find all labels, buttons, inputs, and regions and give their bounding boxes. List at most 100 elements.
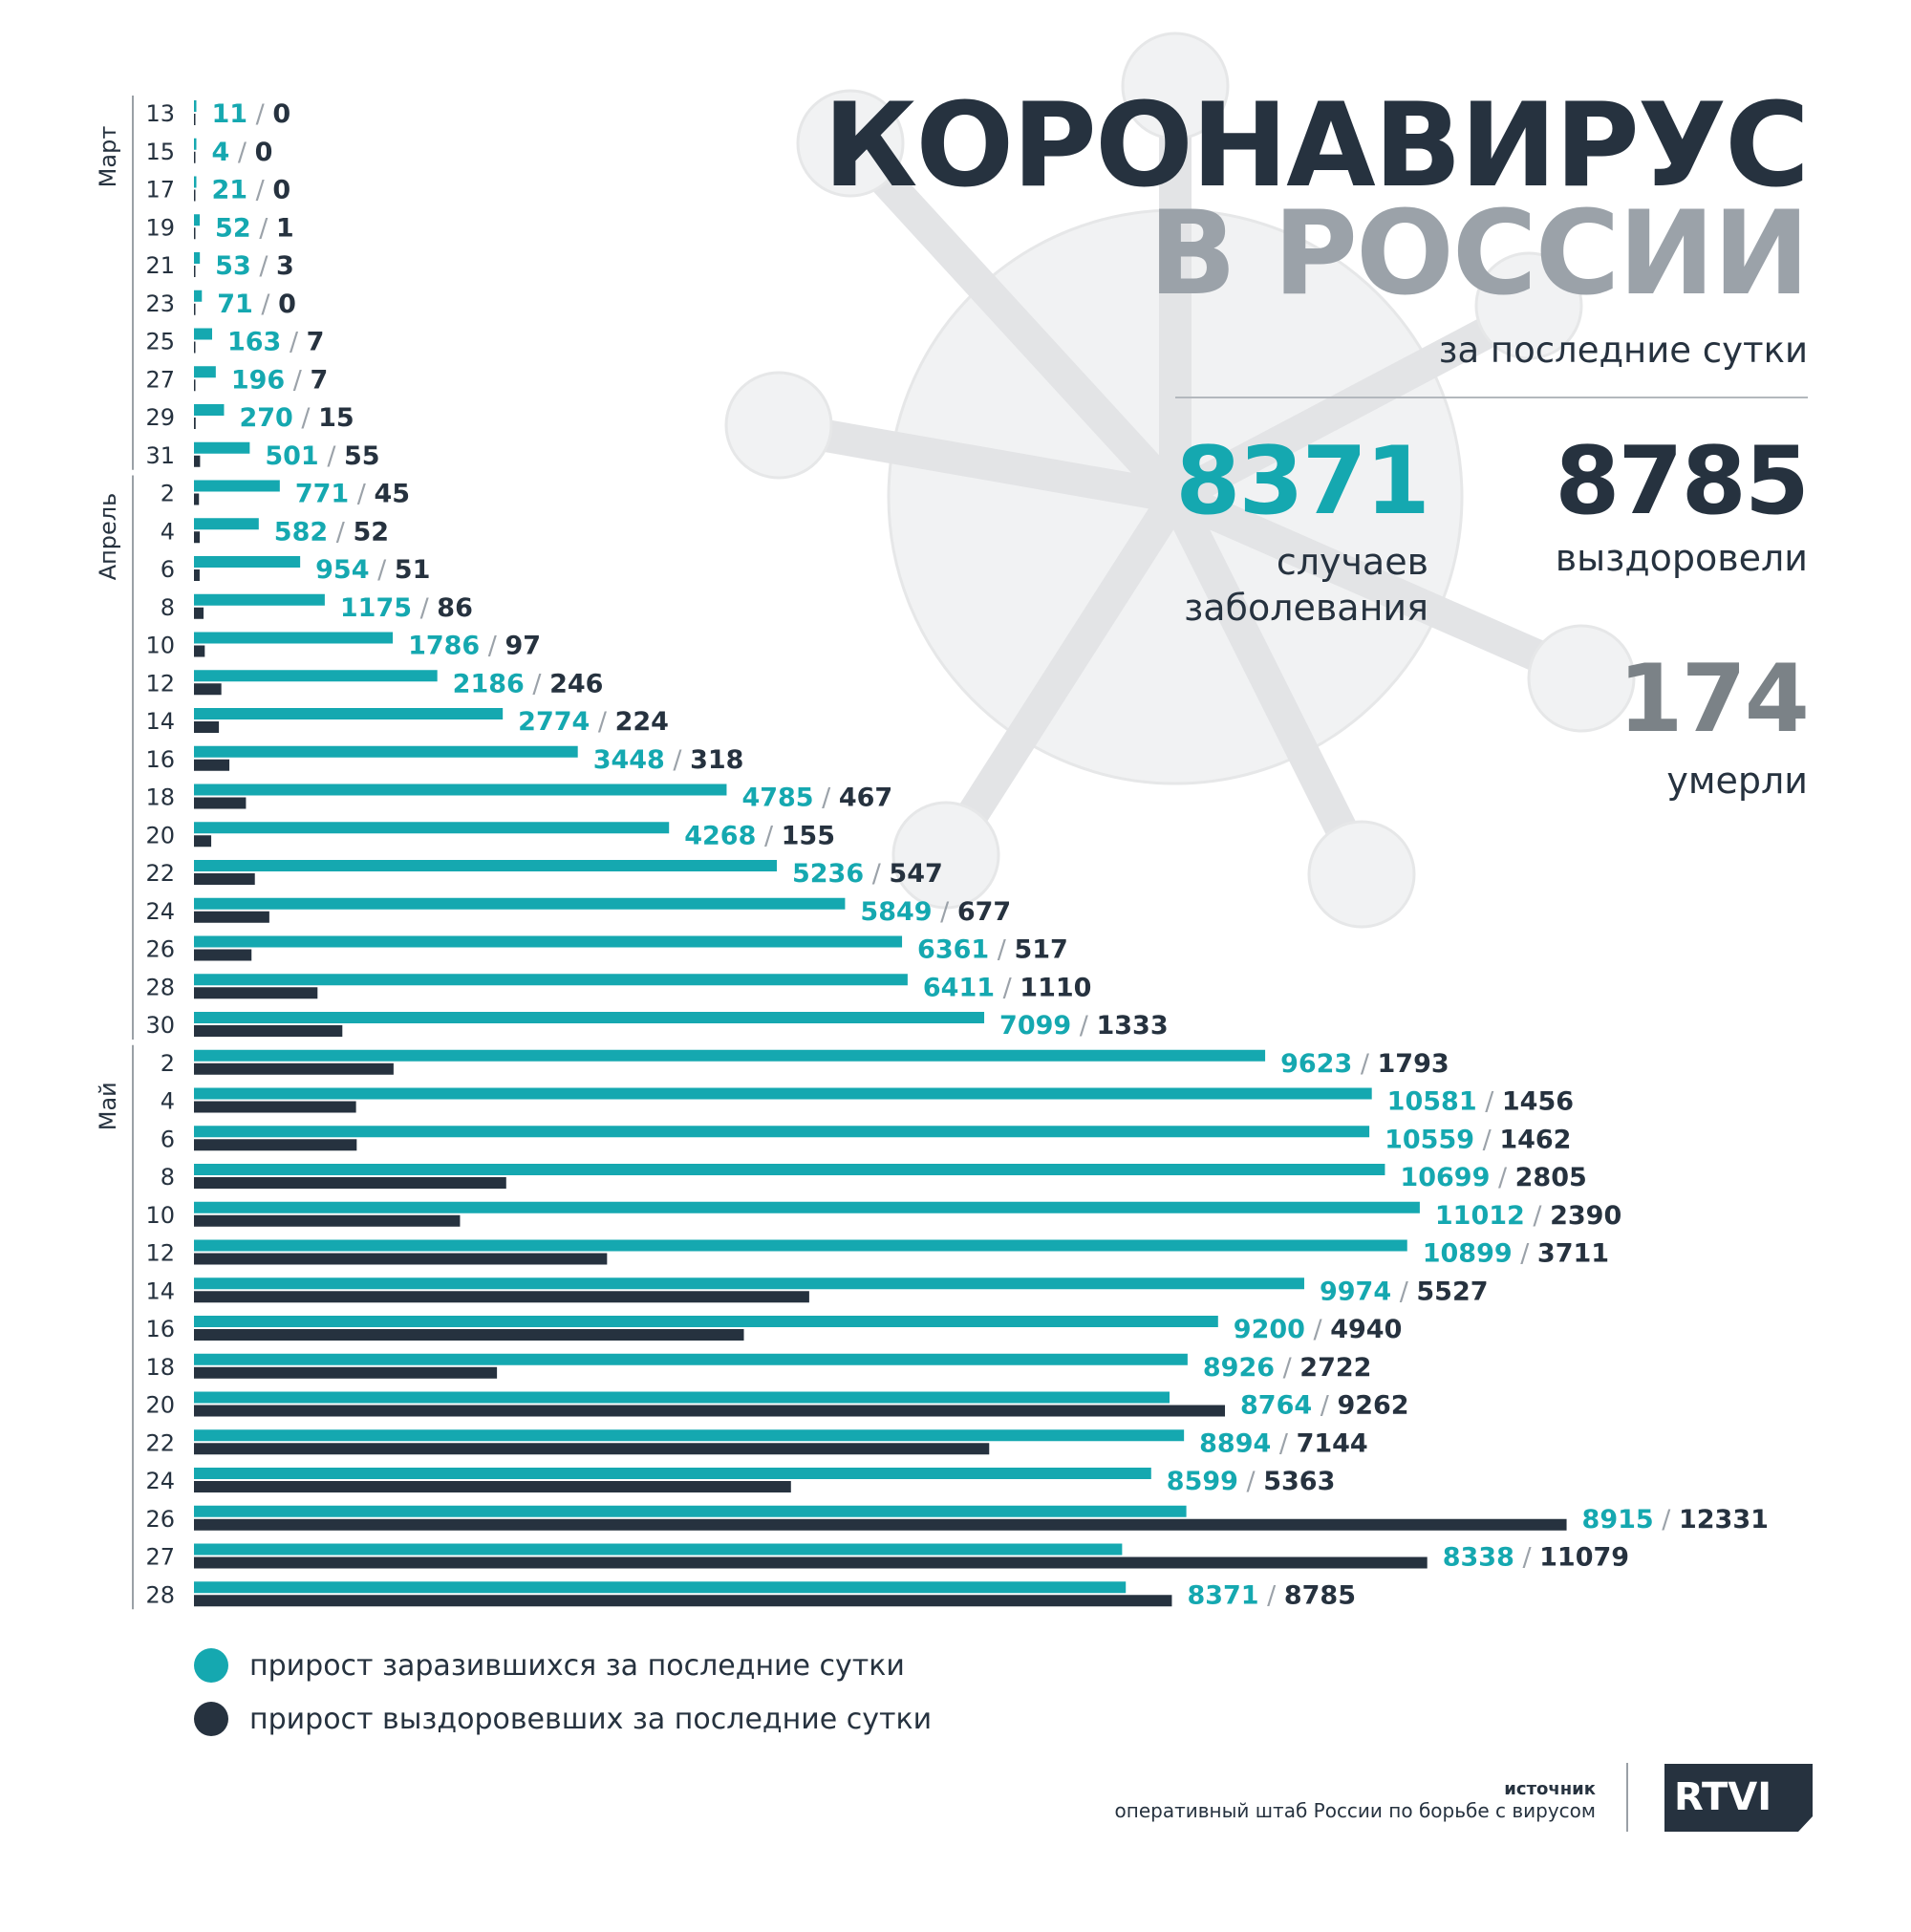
data-label-recovered: 318 (690, 745, 743, 775)
data-label-infected: 501 (265, 441, 318, 471)
bar-recovered (194, 911, 269, 923)
day-tick-label: 12 (145, 670, 175, 697)
data-label-recovered: 0 (272, 99, 290, 129)
data-label-infected: 3448 (593, 745, 665, 775)
bar-infected (194, 1391, 1170, 1404)
cases-label-line-1: случаев (1276, 541, 1428, 583)
data-label-recovered: 547 (889, 859, 942, 889)
data-label-separator: / (328, 517, 353, 547)
data-label-recovered: 246 (549, 669, 603, 698)
data-label-separator: / (1474, 1125, 1499, 1154)
bar-infected (194, 1316, 1218, 1327)
day-tick-label: 28 (145, 1581, 175, 1608)
data-label-infected: 4785 (741, 784, 813, 813)
bar-recovered (194, 759, 230, 771)
data-label-infected: 6361 (917, 935, 989, 965)
bar-infected (194, 1505, 1187, 1517)
bar-infected (194, 593, 325, 606)
cases-label: случаев заболевания (1123, 539, 1428, 631)
data-label-infected: 11 (212, 99, 248, 129)
data-label: 21 / 0 (212, 176, 291, 205)
bar-recovered (194, 303, 196, 315)
day-tick-label: 22 (145, 860, 175, 887)
bar-recovered (194, 1556, 1428, 1569)
data-label: 8599 / 5363 (1167, 1467, 1336, 1496)
bar-infected (194, 1277, 1304, 1290)
bar-infected (194, 1164, 1385, 1175)
recovered-label: выздоровели (1555, 537, 1808, 579)
bar-recovered (194, 493, 200, 505)
bar-infected (194, 784, 727, 796)
data-label-recovered: 7144 (1297, 1428, 1368, 1458)
data-label-recovered: 2805 (1515, 1163, 1587, 1192)
data-label: 4785 / 467 (741, 784, 892, 813)
data-label: 8371 / 8785 (1187, 1580, 1356, 1610)
data-label-infected: 4 (212, 138, 230, 167)
day-tick-label: 10 (145, 1202, 175, 1229)
data-label-separator: / (1275, 1353, 1299, 1383)
data-label-infected: 5236 (792, 859, 864, 889)
data-label-infected: 11012 (1435, 1201, 1525, 1231)
data-label-separator: / (1477, 1087, 1502, 1117)
day-tick-label: 19 (145, 214, 175, 241)
data-label-separator: / (293, 403, 318, 433)
data-label-separator: / (995, 973, 1020, 1002)
data-label-infected: 163 (227, 328, 281, 357)
data-label: 954 / 51 (315, 555, 430, 585)
bar-recovered (194, 835, 212, 848)
data-label-infected: 10899 (1423, 1239, 1513, 1269)
bar-recovered (194, 1253, 608, 1265)
day-tick-label: 8 (161, 1164, 175, 1191)
bar-recovered (194, 1405, 1226, 1417)
bar-infected (194, 860, 777, 871)
bar-infected (194, 556, 301, 568)
bar-infected (194, 441, 250, 454)
data-label-separator: / (814, 784, 839, 813)
data-label-recovered: 155 (782, 821, 835, 850)
bar-infected (194, 1126, 1370, 1138)
data-label-infected: 771 (295, 480, 349, 509)
data-label-recovered: 0 (278, 290, 296, 319)
data-label: 163 / 7 (227, 328, 324, 357)
data-label-recovered: 1 (276, 213, 294, 243)
data-label: 270 / 15 (239, 403, 354, 433)
bar-infected (194, 1012, 985, 1023)
data-label-infected: 21 (212, 176, 248, 205)
source-heading: источник (1504, 1779, 1596, 1799)
data-label-separator: / (480, 632, 505, 661)
data-label: 582 / 52 (274, 517, 389, 547)
day-tick-label: 2 (161, 1050, 175, 1077)
bar-infected (194, 328, 212, 340)
bar-infected (194, 1239, 1407, 1252)
day-tick-label: 27 (145, 366, 175, 393)
data-label-recovered: 86 (437, 593, 473, 623)
data-label-recovered: 12331 (1679, 1505, 1769, 1535)
day-tick-label: 6 (161, 1126, 175, 1152)
data-label-infected: 8894 (1199, 1428, 1271, 1458)
bar-infected (194, 290, 203, 302)
bar-infected (194, 404, 225, 416)
footer-divider (1626, 1763, 1628, 1832)
data-label-recovered: 7 (307, 328, 325, 357)
bar-infected (194, 1087, 1372, 1100)
data-label: 7099 / 1333 (999, 1011, 1169, 1041)
bar-infected (194, 214, 201, 226)
data-label-separator: / (1513, 1239, 1537, 1269)
data-label: 10559 / 1462 (1385, 1125, 1571, 1154)
data-label-recovered: 9262 (1337, 1391, 1408, 1421)
data-label-recovered: 677 (957, 897, 1011, 927)
bar-recovered (194, 949, 252, 961)
data-label-separator: / (229, 138, 254, 167)
data-label-recovered: 1456 (1502, 1087, 1574, 1117)
data-label-infected: 5849 (860, 897, 932, 927)
bar-recovered (194, 797, 247, 809)
day-tick-label: 14 (145, 1277, 175, 1304)
cases-count: 8371 (1175, 427, 1430, 536)
data-label-infected: 9623 (1280, 1049, 1352, 1079)
data-label-recovered: 1333 (1096, 1011, 1168, 1041)
day-tick-label: 30 (145, 1012, 175, 1039)
bar-recovered (194, 379, 196, 392)
day-tick-label: 18 (145, 784, 175, 811)
data-label-separator: / (1352, 1049, 1377, 1079)
